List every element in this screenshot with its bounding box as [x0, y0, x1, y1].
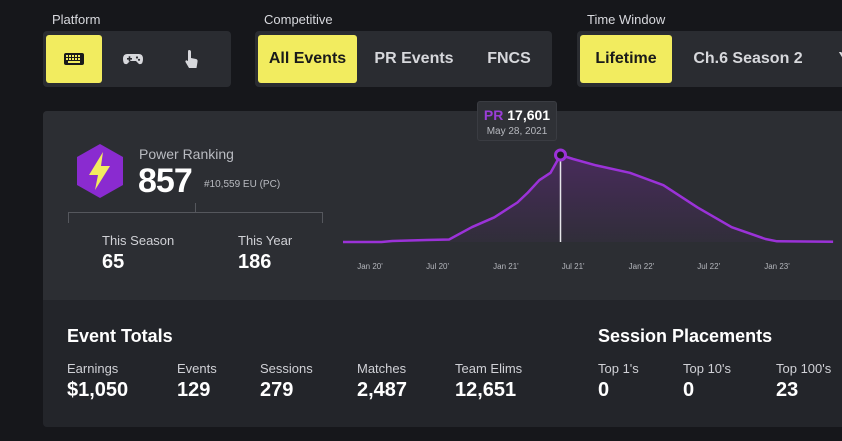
top-100-value: 23 [776, 379, 799, 401]
sessions-value: 279 [260, 379, 294, 401]
power-ranking-chart: Jan 20' Jul 20' Jan 21' Jul 21' Jan 22' Jul 2… [343, 148, 834, 271]
chart-x-tick-label: Jul 22' [697, 262, 720, 271]
top-1-label: Top 1's [598, 361, 639, 376]
competitive-filter-label: Competitive [264, 12, 333, 27]
top-1-value: 0 [598, 379, 610, 401]
top-10-label: Top 10's [683, 361, 732, 376]
session-placements-title: Session Placements [598, 326, 773, 346]
platform-touch-button[interactable] [164, 35, 220, 83]
team-elims-label: Team Elims [455, 361, 523, 376]
keyboard-icon [64, 53, 84, 65]
bracket-divider [195, 203, 196, 212]
stats-panel: Power Ranking 857 #10,559 EU (PC) This S… [43, 111, 842, 427]
earnings-label: Earnings [67, 361, 119, 376]
tooltip-value: 17,601 [507, 107, 551, 123]
top-10-value: 0 [683, 379, 695, 401]
sessions-label: Sessions [260, 361, 313, 376]
power-ranking-section: Power Ranking 857 #10,559 EU (PC) This S… [43, 111, 842, 300]
time-window-filter: Lifetime Ch.6 Season 2 Y [577, 31, 842, 87]
chart-area-fill [343, 155, 834, 242]
chart-x-tick-label: Jul 20' [426, 262, 449, 271]
chart-x-tick-label: Jan 23' [764, 262, 790, 271]
top-100-label: Top 100's [776, 361, 832, 376]
platform-gamepad-button[interactable] [105, 35, 161, 83]
platform-filter [43, 31, 231, 87]
team-elims-value: 12,651 [455, 379, 517, 401]
event-totals-title: Event Totals [67, 326, 173, 346]
competitive-all-events-button[interactable]: All Events [258, 35, 357, 83]
chart-x-tick-label: Jan 20' [357, 262, 383, 271]
time-season-button[interactable]: Ch.6 Season 2 [693, 50, 803, 67]
platform-keyboard-button[interactable] [46, 35, 102, 83]
tooltip-date: May 28, 2021 [486, 126, 548, 137]
events-label: Events [177, 361, 217, 376]
time-year-button[interactable]: Y [824, 35, 842, 83]
competitive-fncs-button[interactable]: FNCS [487, 50, 531, 67]
platform-filter-label: Platform [52, 12, 101, 27]
chart-x-tick-label: Jan 22' [629, 262, 655, 271]
chart-tooltip: PR 17,601 May 28, 2021 [477, 101, 557, 141]
chart-x-tick-label: Jul 21' [562, 262, 585, 271]
chart-series-line [343, 153, 834, 244]
this-year-value: 186 [238, 251, 272, 273]
chart-x-tick-label: Jan 21' [493, 262, 519, 271]
power-ranking-region: #10,559 EU (PC) [204, 179, 281, 190]
this-season-label: This Season [102, 233, 175, 248]
time-window-filter-label: Time Window [587, 12, 666, 27]
this-year-label: This Year [238, 233, 293, 248]
touch-icon [185, 50, 198, 68]
competitive-pr-events-button[interactable]: PR Events [374, 50, 454, 67]
events-value: 129 [177, 379, 211, 401]
gamepad-icon [123, 54, 143, 65]
this-season-value: 65 [102, 251, 125, 273]
power-ranking-label: Power Ranking [139, 146, 234, 162]
matches-label: Matches [357, 361, 407, 376]
earnings-value: $1,050 [67, 379, 129, 401]
time-lifetime-button[interactable]: Lifetime [580, 35, 672, 83]
bracket-divider [68, 212, 323, 223]
totals-section: Event Totals Session Placements Earnings… [43, 300, 842, 427]
tooltip-key: PR [483, 107, 504, 123]
lightning-hexagon-icon [77, 144, 123, 198]
power-ranking-value: 857 [138, 162, 193, 200]
matches-value: 2,487 [357, 379, 408, 401]
competitive-filter: All Events PR Events FNCS [255, 31, 552, 87]
chart-highlight-point[interactable] [554, 148, 568, 162]
